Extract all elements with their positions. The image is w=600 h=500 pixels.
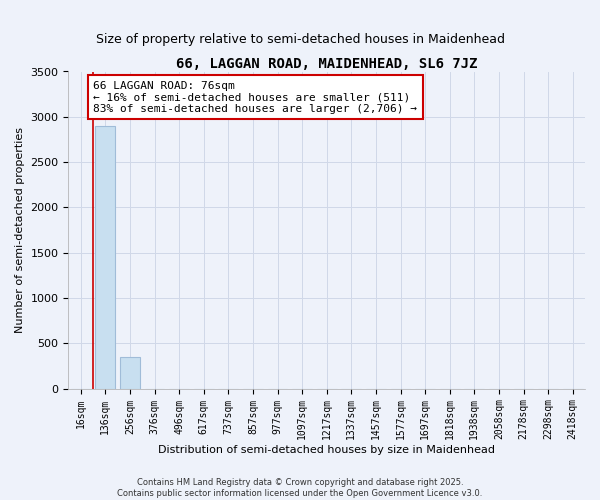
Y-axis label: Number of semi-detached properties: Number of semi-detached properties <box>15 127 25 333</box>
Title: 66, LAGGAN ROAD, MAIDENHEAD, SL6 7JZ: 66, LAGGAN ROAD, MAIDENHEAD, SL6 7JZ <box>176 58 478 71</box>
X-axis label: Distribution of semi-detached houses by size in Maidenhead: Distribution of semi-detached houses by … <box>158 445 495 455</box>
Bar <box>95 126 115 388</box>
Bar <box>120 357 140 388</box>
Text: 66 LAGGAN ROAD: 76sqm
← 16% of semi-detached houses are smaller (511)
83% of sem: 66 LAGGAN ROAD: 76sqm ← 16% of semi-deta… <box>94 80 418 114</box>
Text: Size of property relative to semi-detached houses in Maidenhead: Size of property relative to semi-detach… <box>95 32 505 46</box>
Text: Contains HM Land Registry data © Crown copyright and database right 2025.
Contai: Contains HM Land Registry data © Crown c… <box>118 478 482 498</box>
